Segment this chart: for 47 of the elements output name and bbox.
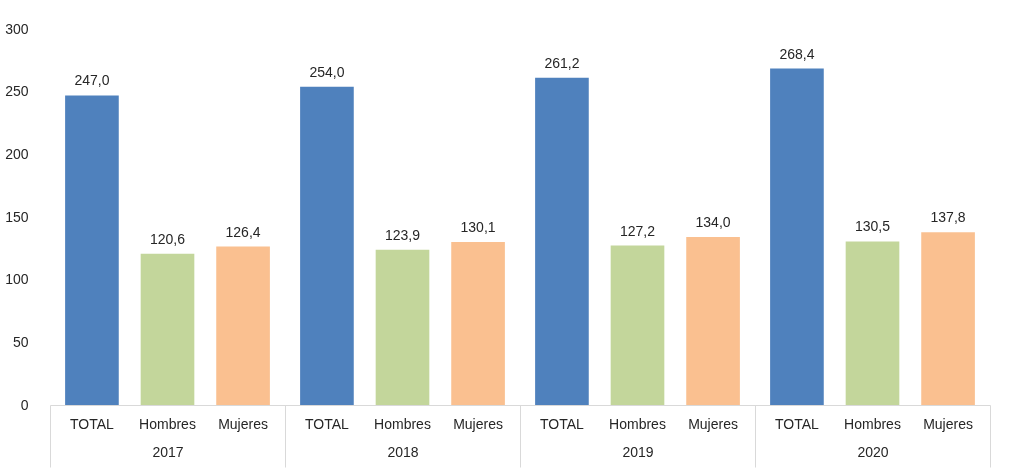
- data-label: 130,1: [460, 218, 496, 235]
- data-label: 123,9: [384, 226, 421, 243]
- bar: [451, 241, 505, 405]
- y-tick-label: 250: [5, 83, 29, 100]
- bar: [216, 246, 270, 405]
- bar: [686, 237, 740, 405]
- y-tick-label: 50: [12, 333, 29, 350]
- data-label: 261,2: [544, 54, 580, 71]
- bar: [375, 249, 430, 405]
- bar: [65, 95, 119, 405]
- x-tick-label: 2019: [622, 443, 654, 460]
- bar: [140, 253, 195, 405]
- x-tick-label: 2018: [387, 443, 419, 460]
- text: Mujeres: [923, 416, 973, 432]
- text: Hombres: [374, 416, 431, 432]
- data-label: 120,6: [149, 230, 186, 247]
- text: Hombres: [844, 416, 901, 432]
- bar: [921, 232, 975, 405]
- data-label: 247,0: [74, 72, 110, 89]
- data-label: 137,8: [930, 209, 966, 226]
- bar: [535, 77, 589, 405]
- series-label: Hombres: [609, 416, 666, 432]
- x-tick-label: 2017: [152, 443, 184, 460]
- bar: [845, 241, 900, 405]
- text: TOTAL: [305, 416, 349, 432]
- series-label: Mujeres: [218, 416, 268, 432]
- text: Mujeres: [688, 416, 738, 432]
- data-label: 254,0: [309, 63, 345, 80]
- text: TOTAL: [540, 416, 584, 432]
- text: TOTAL: [775, 416, 819, 432]
- series-label: TOTAL: [70, 416, 115, 432]
- y-tick-label: 300: [5, 20, 29, 37]
- y-tick-label: 100: [5, 271, 29, 288]
- bar: [610, 245, 665, 405]
- data-label: 134,0: [695, 214, 731, 231]
- text: Mujeres: [453, 416, 503, 432]
- text: Hombres: [139, 416, 196, 432]
- y-tick-label: 150: [5, 208, 29, 225]
- y-tick-label: 0: [20, 396, 29, 413]
- bar: [770, 68, 824, 405]
- data-label: 130,5: [854, 218, 891, 235]
- data-label: 268,4: [779, 45, 815, 62]
- y-tick-label: 200: [5, 145, 29, 162]
- data-label: 127,2: [619, 222, 656, 239]
- x-tick-label: 2020: [857, 443, 889, 460]
- data-label: 126,4: [225, 223, 261, 240]
- bar: [300, 86, 354, 405]
